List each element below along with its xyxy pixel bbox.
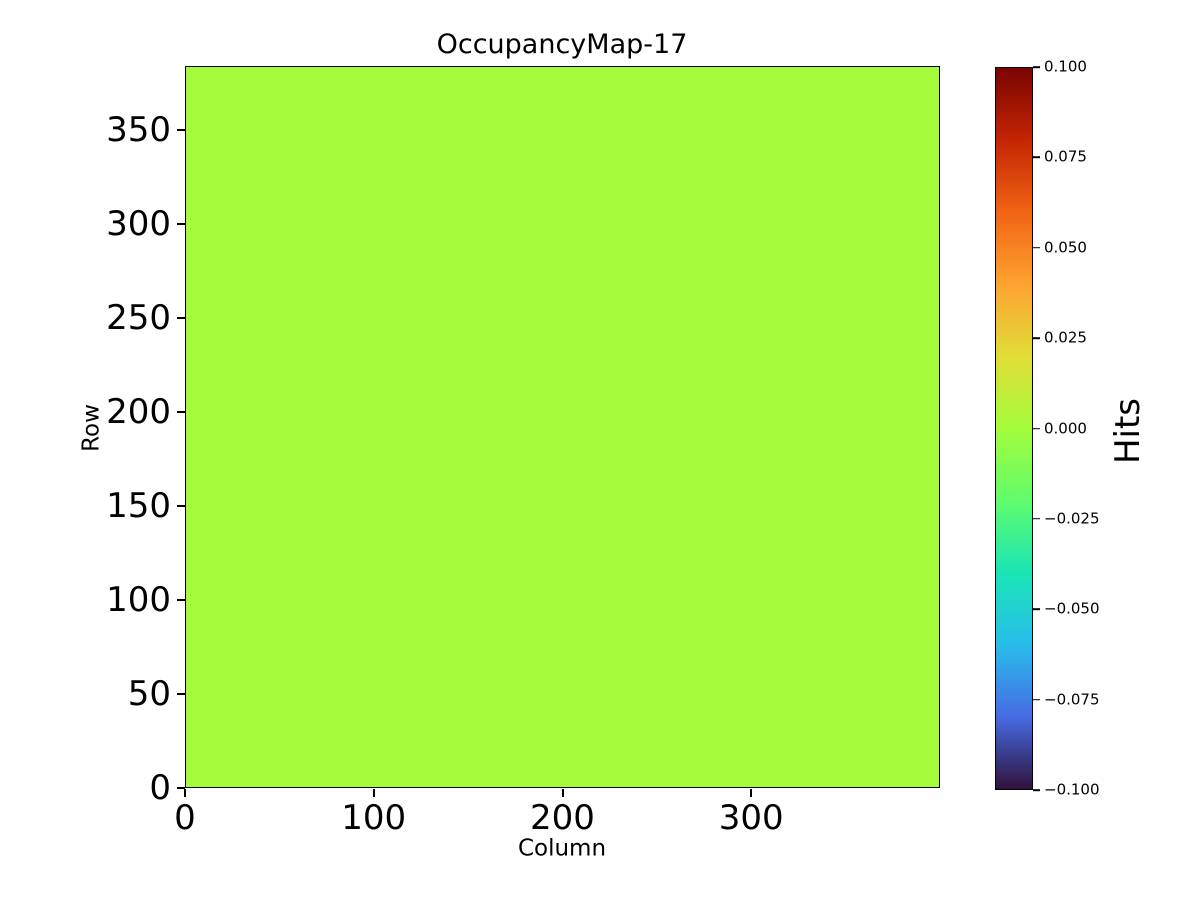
y-tick-label: 300 [106, 203, 171, 244]
colorbar-tick-mark [1033, 518, 1040, 520]
colorbar-tick-mark [1033, 156, 1040, 159]
y-tick-mark [177, 410, 185, 413]
y-tick-mark [177, 787, 185, 789]
colorbar-tick-mark [1033, 789, 1040, 791]
chart-title: OccupancyMap-17 [436, 29, 688, 60]
colorbar-tick-mark [1033, 66, 1040, 68]
y-tick-mark [177, 504, 185, 507]
x-tick-mark [184, 789, 186, 797]
x-tick-mark [372, 789, 375, 797]
colorbar-tick-label: −0.100 [1044, 780, 1100, 799]
heatmap-area [185, 66, 940, 788]
colorbar-label: Hits [1108, 397, 1148, 465]
colorbar-tick-label: 0.025 [1044, 328, 1087, 347]
x-tick-mark [561, 789, 564, 797]
y-tick-label: 100 [106, 579, 171, 620]
x-tick-label: 100 [341, 798, 407, 838]
colorbar-tick-label: 0.100 [1044, 57, 1087, 76]
y-tick-label: 0 [149, 768, 171, 808]
colorbar-tick-label: 0.050 [1044, 238, 1087, 257]
x-tick-label: 200 [530, 798, 595, 838]
colorbar [995, 67, 1033, 790]
x-tick-label: 300 [718, 798, 784, 838]
y-tick-label: 350 [106, 109, 171, 150]
x-axis-label: Column [517, 835, 607, 862]
y-tick-mark [177, 222, 185, 225]
y-tick-mark [177, 598, 185, 601]
y-tick-label: 250 [106, 297, 171, 338]
colorbar-tick-label: −0.075 [1044, 690, 1100, 709]
y-tick-label: 150 [106, 485, 171, 526]
y-tick-mark [177, 316, 185, 319]
colorbar-tick-label: −0.050 [1044, 599, 1100, 618]
x-tick-label: 0 [174, 798, 196, 838]
colorbar-tick-mark [1033, 427, 1040, 430]
colorbar-tick-label: −0.025 [1044, 509, 1100, 528]
colorbar-tick-mark [1033, 698, 1040, 701]
colorbar-tick-label: 0.075 [1044, 147, 1087, 166]
y-tick-label: 200 [106, 391, 171, 432]
x-tick-mark [750, 789, 753, 797]
colorbar-tick-mark [1033, 608, 1040, 611]
colorbar-tick-label: 0.000 [1044, 419, 1087, 437]
y-tick-mark [177, 692, 185, 695]
y-tick-mark [177, 128, 185, 131]
colorbar-tick-mark [1033, 246, 1040, 249]
y-tick-label: 50 [127, 673, 171, 714]
colorbar-tick-mark [1033, 337, 1040, 339]
